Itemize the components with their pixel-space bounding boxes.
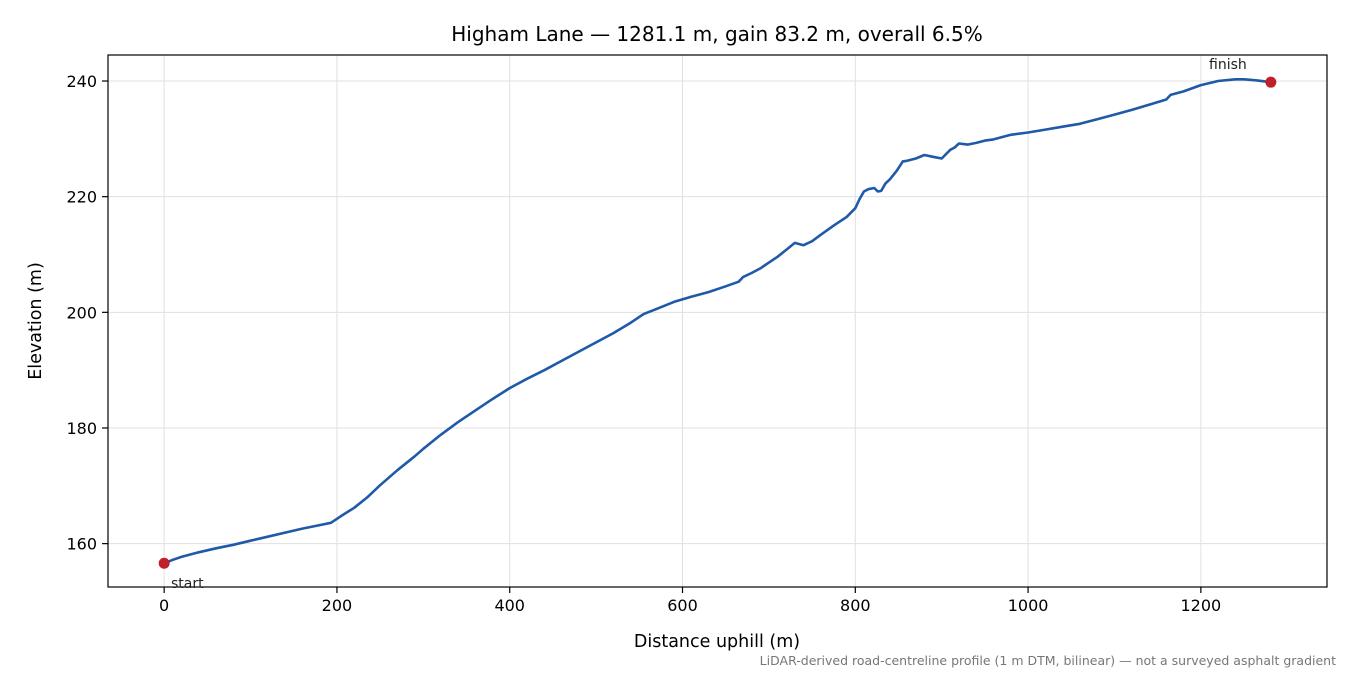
x-tick-label: 400 [494,596,525,615]
y-tick-label: 200 [66,303,97,322]
chart-title: Higham Lane — 1281.1 m, gain 83.2 m, ove… [451,22,982,46]
x-tick-label: 1000 [1008,596,1049,615]
y-axis-label: Elevation (m) [26,262,46,380]
footnote: LiDAR-derived road-centreline profile (1… [760,653,1336,668]
y-axis-ticks: 160 180 200 220 240 [66,72,108,554]
start-marker [158,557,170,569]
y-tick-label: 160 [66,535,97,554]
y-tick-label: 180 [66,419,97,438]
finish-marker [1265,76,1277,88]
x-tick-label: 800 [840,596,871,615]
x-tick-label: 200 [322,596,353,615]
grid-lines [108,55,1327,587]
x-axis-ticks: 0 200 400 600 800 1000 1200 [159,587,1221,615]
plot-frame [107,54,1328,588]
annotation-start: start [171,576,204,592]
x-axis-label: Distance uphill (m) [634,632,800,652]
x-tick-label: 600 [667,596,698,615]
endpoint-markers [158,76,1277,569]
elevation-profile-line [163,78,1271,565]
x-tick-label: 1200 [1181,596,1222,615]
y-tick-label: 220 [66,188,97,207]
x-tick-label: 0 [159,596,169,615]
y-tick-label: 240 [66,72,97,91]
annotation-finish: finish [1209,57,1247,73]
